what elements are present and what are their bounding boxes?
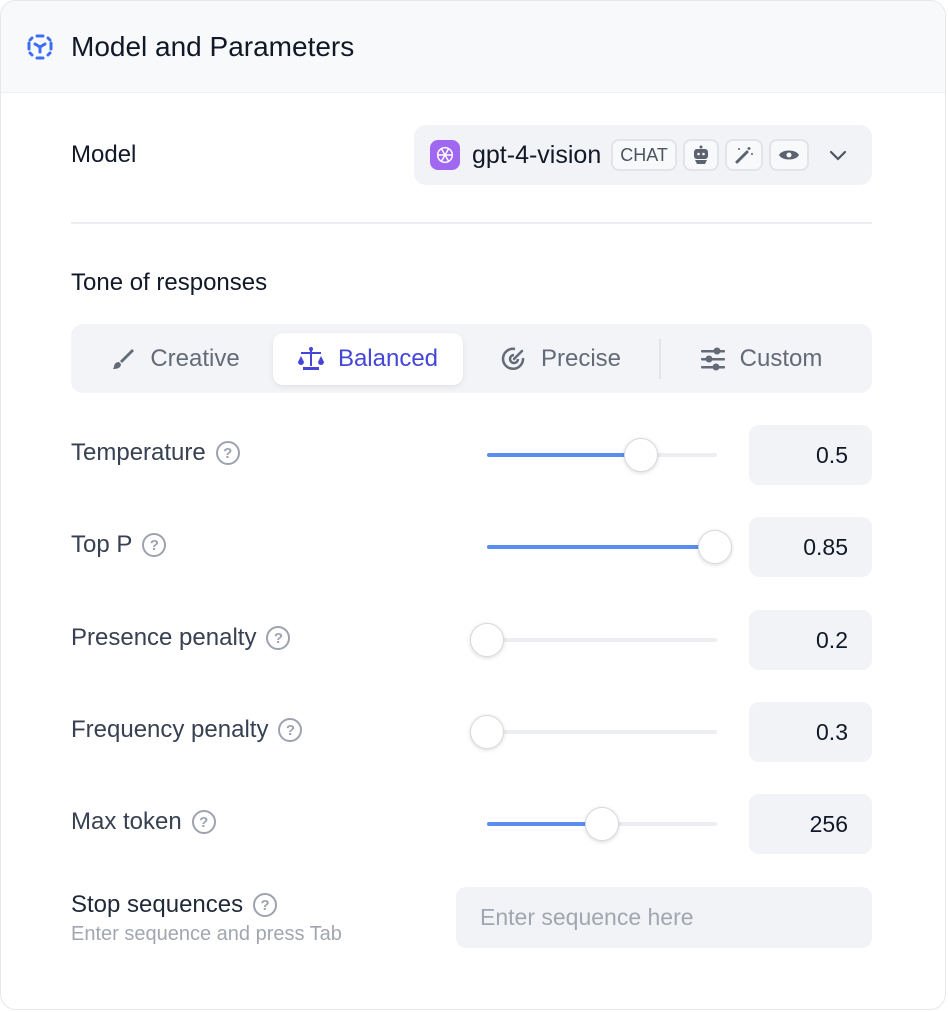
temperature-value-input[interactable]: 0.5 [749,425,872,485]
tab-separator [659,338,661,379]
stop-sequence-input[interactable] [456,887,872,948]
tab-precise[interactable]: Precise [463,333,659,385]
tone-tabs: Creative Balanced Precise Custom [71,324,872,393]
slider-thumb[interactable] [697,530,732,564]
divider [71,222,872,224]
top-p-value-input[interactable]: 0.85 [749,517,872,577]
param-top-p: Top P? 0.85 [71,517,872,577]
param-label-row: Temperature? [71,439,240,467]
top-p-label: Top P [71,531,133,558]
stop-sequences-hint: Enter sequence and press Tab [71,923,342,945]
param-label-row: Top P? [71,531,167,559]
frequency-penalty-value-input[interactable]: 0.3 [749,702,872,762]
help-icon[interactable]: ? [266,626,291,650]
slider-fill [487,545,715,549]
param-label-row: Presence penalty? [71,624,291,652]
target-icon [501,347,525,370]
sliders-icon [700,347,725,370]
magic-wand-icon [724,139,763,171]
robot-icon [682,139,719,171]
presence-penalty-label: Presence penalty [71,624,257,651]
help-icon[interactable]: ? [278,718,303,742]
top-p-slider[interactable] [487,530,732,564]
model-select[interactable]: gpt-4-vision CHAT [414,125,872,185]
tone-row: Tone of responses [71,263,869,303]
model-row: Model [71,135,869,175]
slider-thumb[interactable] [470,623,504,657]
max-token-slider[interactable] [487,807,717,841]
max-token-label: Max token [71,808,182,835]
stop-sequences-label: Stop sequences [71,891,244,918]
presence-penalty-slider[interactable] [470,623,717,657]
model-label: Model [71,141,137,168]
scale-icon [297,346,324,370]
param-label-row: Max token? [71,808,216,836]
temperature-label: Temperature [71,439,206,466]
param-presence-penalty: Presence penalty? 0.2 [71,610,872,670]
chat-badge: CHAT [611,139,677,171]
help-icon[interactable]: ? [191,810,216,834]
chevron-down-icon[interactable] [829,149,847,161]
brush-icon [113,348,135,369]
panel-header: Model and Parameters [1,1,945,93]
frequency-penalty-label: Frequency penalty [71,716,269,743]
frequency-penalty-slider[interactable] [470,715,717,749]
slider-fill [487,453,642,457]
tab-precise-label: Precise [540,344,622,372]
slider-thumb[interactable] [585,807,619,841]
stop-sequences-row: Stop sequences ? Enter sequence and pres… [71,891,869,946]
presence-penalty-value-input[interactable]: 0.2 [749,610,872,670]
max-token-value-input[interactable]: 256 [749,794,872,854]
model-name: gpt-4-vision [472,140,602,169]
help-icon[interactable]: ? [142,533,167,557]
tab-balanced[interactable]: Balanced [273,332,463,385]
cube-dashed-icon [27,34,53,59]
param-label-row: Frequency penalty? [71,716,303,744]
slider-fill [487,822,602,826]
help-icon[interactable]: ? [215,441,240,465]
tone-label: Tone of responses [71,269,268,296]
param-max-token: Max token? 256 [71,794,872,854]
panel-title: Model and Parameters [71,30,355,62]
param-frequency-penalty: Frequency penalty? 0.3 [71,702,872,762]
tab-creative[interactable]: Creative [77,333,273,385]
tab-custom-label: Custom [739,344,823,372]
temperature-slider[interactable] [487,438,717,472]
tab-creative-label: Creative [150,344,240,372]
eye-icon [768,139,809,171]
slider-thumb[interactable] [624,438,659,472]
help-icon[interactable]: ? [253,893,278,917]
slider-thumb[interactable] [470,715,504,749]
tab-custom[interactable]: Custom [661,333,861,385]
param-temperature: Temperature? 0.5 [71,425,872,485]
tab-balanced-label: Balanced [337,344,439,372]
openai-logo-icon [430,140,460,170]
